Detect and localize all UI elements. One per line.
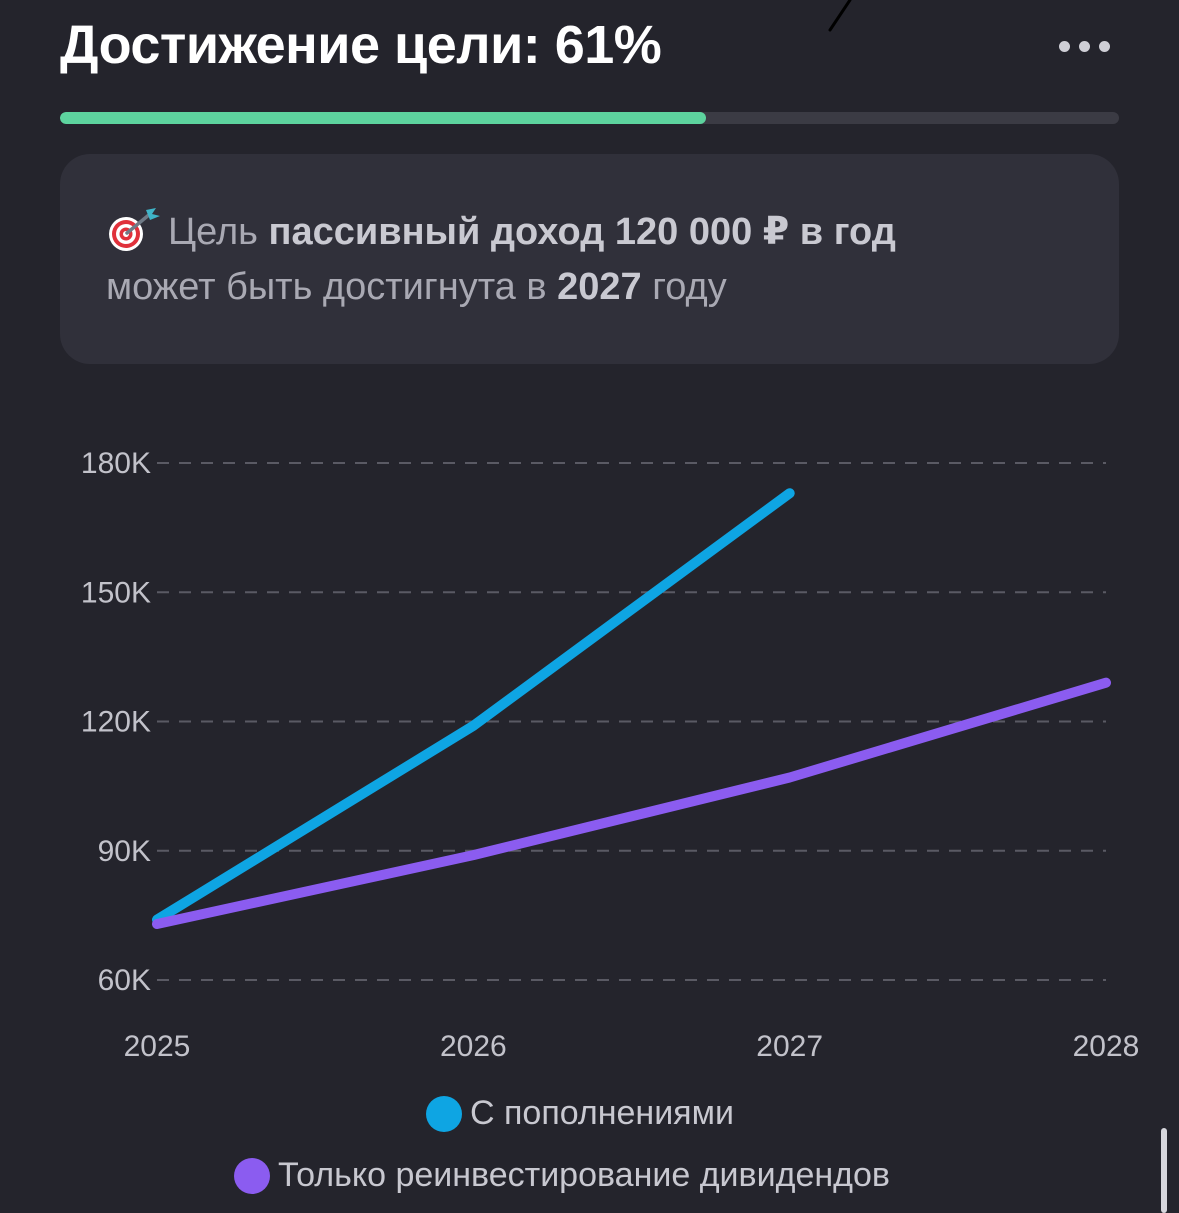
goal-prefix: Цель	[168, 211, 258, 253]
page-title: Достижение цели: 61%	[60, 15, 662, 75]
goal-suffix: году	[652, 266, 727, 308]
y-tick-label: 120K	[81, 706, 151, 739]
legend-dot-with-deposits	[426, 1095, 462, 1132]
legend-item-with-deposits[interactable]: С пополнениями	[426, 1094, 734, 1133]
goal-year: 2027	[557, 266, 642, 308]
y-tick-label: 60K	[98, 964, 151, 997]
goal-info-card: Цель пассивный доход 120 000 ₽ в год мож…	[60, 154, 1119, 364]
more-options-button[interactable]	[1046, 26, 1122, 66]
y-tick-label: 180K	[81, 447, 151, 480]
target-dart-icon	[109, 208, 160, 251]
more-horizontal-icon	[1058, 40, 1070, 52]
legend-label-with-deposits: С пополнениями	[470, 1094, 734, 1132]
x-tick-label: 2028	[1073, 1030, 1140, 1063]
series-line-0	[152, 488, 795, 925]
goal-forecast-chart: 60K 90K 120K 150K 180K 2025 2026 2027 2028	[81, 447, 1140, 1063]
y-tick-label: 90K	[98, 835, 151, 868]
legend-dot-dividend-reinvest	[234, 1157, 270, 1194]
goal-progress-bar	[60, 112, 1119, 124]
scrollbar[interactable]	[1161, 1128, 1167, 1213]
legend-item-dividend-reinvest[interactable]: Только реинвестирование дивидендов	[234, 1156, 890, 1195]
y-tick-label: 150K	[81, 576, 151, 609]
goal-line-1: Цель пассивный доход 120 000 ₽ в год	[106, 206, 896, 254]
x-tick-label: 2025	[124, 1030, 191, 1063]
x-tick-label: 2027	[756, 1030, 823, 1063]
goal-middle-text: может быть достигнута в	[106, 266, 547, 308]
series-line-1	[152, 677, 1111, 929]
x-tick-label: 2026	[440, 1030, 507, 1063]
pen-stroke-mark	[828, 0, 852, 32]
legend-label-dividend-reinvest: Только реинвестирование дивидендов	[278, 1156, 890, 1194]
goal-text: пассивный доход 120 000 ₽ в год	[268, 211, 896, 253]
goal-progress-fill	[60, 112, 706, 124]
goal-line-2: может быть достигнута в 2027 году	[106, 266, 727, 309]
